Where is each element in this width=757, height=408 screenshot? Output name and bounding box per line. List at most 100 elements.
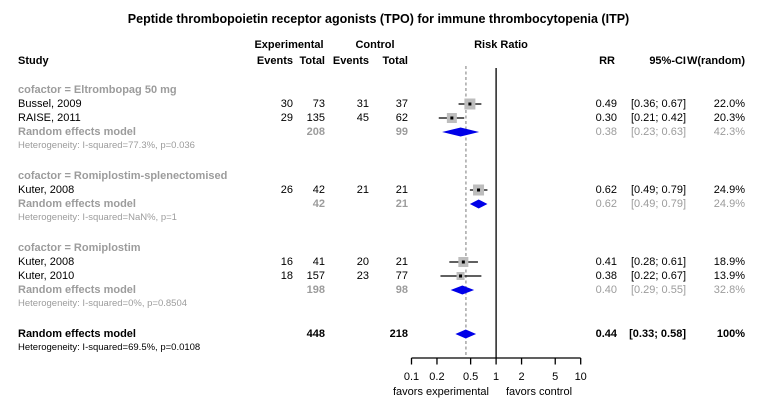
weight-value: 20.3%: [713, 112, 745, 124]
count-cell: 18: [280, 270, 293, 282]
axis-tick-label: 10: [574, 371, 587, 383]
overall-heterogeneity-text: Heterogeneity: I-squared=69.5%, p=0.0108: [18, 342, 201, 353]
count-cell: 31: [356, 98, 369, 110]
effect-point: [459, 274, 463, 278]
count-cell: 208: [306, 126, 325, 138]
count-cell: 37: [395, 98, 408, 110]
study-name: RAISE, 2011: [18, 112, 81, 124]
weight-value: 13.9%: [713, 270, 745, 282]
rr-value: 0.40: [595, 284, 617, 296]
subgroup-summary-label: Random effects model: [18, 126, 136, 138]
col-header-total-exp: Total: [299, 55, 325, 67]
rr-value: 0.30: [595, 112, 617, 124]
count-cell: 42: [312, 198, 325, 210]
weight-value: 24.9%: [713, 198, 745, 210]
count-cell: 135: [306, 112, 325, 124]
ci-value: [0.36; 0.67]: [630, 98, 686, 110]
overall-summary-label: Random effects model: [18, 328, 136, 340]
count-cell: 21: [356, 184, 369, 196]
ci-value: [0.28; 0.61]: [630, 256, 686, 268]
count-cell: 42: [312, 184, 325, 196]
rr-value: 0.38: [595, 126, 617, 138]
col-header-weight: W(random): [686, 55, 745, 67]
col-header-total-ctrl: Total: [382, 55, 408, 67]
col-header-control: Control: [355, 39, 395, 51]
effect-point: [477, 188, 481, 192]
count-cell: 26: [280, 184, 293, 196]
rr-value: 0.49: [595, 98, 617, 110]
col-header-events-exp: Events: [256, 55, 293, 67]
count-cell: 157: [306, 270, 325, 282]
count-cell: 16: [280, 256, 293, 268]
ci-value: [0.22; 0.67]: [630, 270, 686, 282]
count-cell: 98: [395, 284, 408, 296]
heterogeneity-text: Heterogeneity: I-squared=77.3%, p=0.036: [18, 140, 195, 151]
count-cell: 45: [356, 112, 369, 124]
count-cell: 77: [395, 270, 408, 282]
weight-value: 100%: [716, 328, 745, 340]
axis-label-favors-experimental: favors experimental: [393, 386, 489, 398]
count-cell: 41: [312, 256, 325, 268]
subgroup-summary-label: Random effects model: [18, 284, 136, 296]
col-header-experimental: Experimental: [254, 39, 324, 51]
col-header-risk-ratio: Risk Ratio: [474, 39, 528, 51]
ci-value: [0.49; 0.79]: [630, 198, 686, 210]
ci-value: [0.49; 0.79]: [630, 184, 686, 196]
count-cell: 23: [356, 270, 369, 282]
weight-value: 22.0%: [713, 98, 745, 110]
effect-point: [468, 102, 472, 106]
axis-tick-label: 2: [518, 371, 525, 383]
col-header-ci: 95%-CI: [649, 55, 686, 67]
summary-diamond: [450, 285, 475, 295]
rr-value: 0.41: [595, 256, 617, 268]
rr-value: 0.38: [595, 270, 617, 282]
weight-value: 42.3%: [713, 126, 745, 138]
subgroup-summary-label: Random effects model: [18, 198, 136, 210]
count-cell: 62: [395, 112, 408, 124]
axis-label-favors-control: favors control: [505, 386, 573, 398]
chart-title: Peptide thrombopoietin receptor agonists…: [127, 12, 630, 26]
col-header-rr: RR: [599, 55, 615, 67]
rr-value: 0.44: [595, 328, 617, 340]
count-cell: 448: [306, 328, 325, 340]
axis-tick-label: 0.1: [403, 371, 420, 383]
study-name: Kuter, 2008: [18, 184, 75, 196]
subgroup-label: cofactor = Eltrombopag 50 mg: [18, 84, 177, 96]
rr-value: 0.62: [595, 184, 617, 196]
ci-value: [0.33; 0.58]: [629, 328, 686, 340]
count-cell: 20: [356, 256, 369, 268]
heterogeneity-text: Heterogeneity: I-squared=0%, p=0.8504: [18, 298, 188, 309]
ci-value: [0.21; 0.42]: [630, 112, 686, 124]
count-cell: 21: [395, 198, 408, 210]
count-cell: 29: [280, 112, 293, 124]
col-header-study: Study: [18, 55, 49, 67]
count-cell: 30: [280, 98, 293, 110]
count-cell: 99: [395, 126, 408, 138]
ci-value: [0.23; 0.63]: [630, 126, 686, 138]
study-name: Kuter, 2010: [18, 270, 75, 282]
effect-point: [461, 260, 465, 264]
count-cell: 198: [306, 284, 325, 296]
weight-value: 18.9%: [713, 256, 745, 268]
summary-diamond: [442, 127, 480, 137]
heterogeneity-text: Heterogeneity: I-squared=NaN%, p=1: [18, 212, 177, 223]
weight-value: 24.9%: [713, 184, 745, 196]
count-cell: 21: [395, 256, 408, 268]
weight-value: 32.8%: [713, 284, 745, 296]
study-name: Kuter, 2008: [18, 256, 75, 268]
axis-tick-label: 0.2: [429, 371, 445, 383]
study-name: Bussel, 2009: [18, 98, 82, 110]
summary-diamond: [455, 329, 477, 339]
axis-tick-label: 1: [493, 371, 500, 383]
effect-point: [450, 116, 454, 120]
axis-tick-label: 5: [552, 371, 559, 383]
col-header-events-ctrl: Events: [332, 55, 369, 67]
rr-value: 0.62: [595, 198, 617, 210]
count-cell: 21: [395, 184, 408, 196]
ci-value: [0.29; 0.55]: [630, 284, 686, 296]
axis-tick-label: 0.5: [462, 371, 479, 383]
summary-diamond: [469, 199, 488, 209]
subgroup-label: cofactor = Romiplostim: [18, 242, 141, 254]
